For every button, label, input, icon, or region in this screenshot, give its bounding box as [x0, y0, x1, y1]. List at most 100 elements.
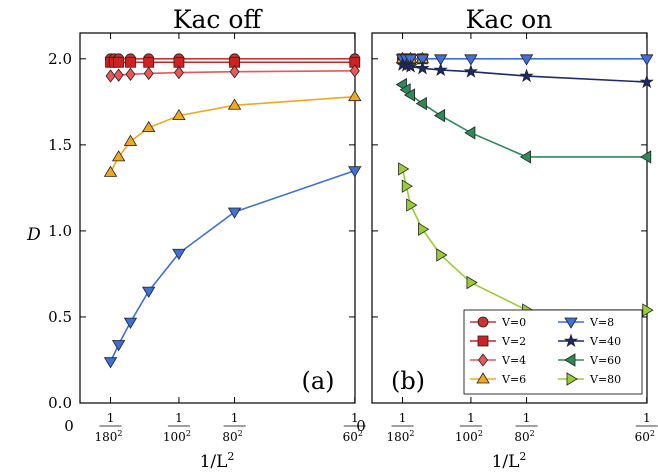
- panel-a-data-point: [111, 150, 126, 162]
- panel-a-x-tick-denominator: 1802: [95, 429, 123, 444]
- panel-a-x-tick-numerator: 1: [107, 411, 115, 425]
- legend-label: V=2: [501, 335, 526, 348]
- panel-b-data-point: [406, 198, 418, 212]
- panel-a-data-point: [113, 56, 125, 68]
- panel-a-data-point: [125, 67, 136, 81]
- panel-b-data-point: [401, 179, 414, 193]
- panel-a-series-line: [109, 169, 356, 363]
- panel-b-x-tick-numerator: 1: [467, 411, 475, 425]
- legend-label: V=80: [589, 373, 621, 386]
- panel-a-x-tick-label: 1 1802: [95, 411, 123, 444]
- legend-marker: [564, 317, 578, 329]
- panel-b-series: [395, 54, 654, 66]
- panel-a-x-tick-denominator: 802: [222, 429, 242, 444]
- panel-a-series: [105, 64, 360, 83]
- panel-a-x-tick-label: 1 1002: [163, 411, 191, 444]
- panel-a-data-point: [227, 207, 242, 219]
- y-tick-label: 1.5: [48, 136, 72, 154]
- panel-a-title: Kac off: [173, 5, 264, 34]
- panel-b-x-tick-denominator: 602: [635, 429, 655, 444]
- y-tick-label: 0.5: [48, 308, 72, 326]
- panel-a-series: [105, 56, 361, 68]
- y-axis-label: D: [26, 225, 41, 245]
- y-tick-label: 2.0: [48, 50, 72, 68]
- panel-b-data-point: [433, 62, 448, 77]
- legend-item: V=60: [558, 353, 621, 367]
- legend-marker: [477, 316, 489, 328]
- panel-a-data-point: [111, 340, 126, 352]
- panel-b-series: [395, 57, 654, 89]
- panel-a-data-point: [349, 64, 360, 78]
- panel-a-data-point: [173, 65, 184, 80]
- legend-item: V=4: [470, 353, 526, 367]
- panel-a-plot: [80, 33, 362, 404]
- panel-a-data-point: [113, 68, 124, 82]
- panel-b-data-point: [418, 222, 430, 236]
- panel-b-x-tick-numerator: 1: [399, 411, 407, 425]
- legend-item: V=80: [558, 372, 621, 386]
- legend-item: V=0: [470, 316, 526, 329]
- panel-a-x-tick-numerator: 1: [351, 411, 359, 425]
- panel-b-data-point: [398, 162, 410, 176]
- legend-label: V=60: [589, 354, 621, 367]
- panel-b-title: Kac on: [466, 5, 553, 34]
- panel-b-x-tick-numerator: 1: [643, 411, 651, 425]
- panel-b-label: (b): [391, 367, 425, 395]
- panel-a-data-point: [125, 56, 136, 68]
- legend-marker: [564, 353, 576, 367]
- panel-a-data-point: [141, 120, 156, 133]
- panel-b-data-point: [463, 64, 479, 78]
- panel-b-data-point: [415, 60, 430, 75]
- legend-label: V=4: [501, 354, 526, 367]
- panel-b-data-point: [642, 303, 654, 317]
- panel-a-data-point: [173, 56, 185, 68]
- panel-b-data-point: [464, 54, 478, 66]
- panel-b-x-tick-denominator: 1002: [455, 429, 483, 444]
- panel-b-series-line: [401, 84, 647, 158]
- panel-b-data-point: [640, 150, 652, 164]
- panel-b-x-tick-label: 1 1802: [387, 411, 415, 444]
- panel-a-x-tick-denominator: 1002: [163, 429, 191, 444]
- legend-marker: [477, 335, 489, 347]
- panel-b-data-point: [415, 54, 430, 66]
- panel-a-x-tick-numerator: 1: [175, 411, 183, 425]
- y-tick-label: 0.0: [48, 394, 72, 412]
- panel-b-plot: [372, 33, 654, 404]
- panel-b-x-tick-label: 1802: [514, 411, 538, 444]
- panel-a-data-point: [348, 89, 362, 102]
- panel-a-data-point: [123, 317, 138, 329]
- legend-label: V=40: [589, 335, 621, 348]
- panel-a-series: [103, 89, 362, 177]
- panel-a-data-point: [141, 286, 156, 298]
- panel-a-data-point: [103, 165, 118, 177]
- legend-label: V=0: [501, 316, 526, 329]
- panel-a-x-axis-label: 1/L2: [200, 450, 235, 472]
- panel-b-data-point: [519, 54, 534, 66]
- panel-a-series: [103, 166, 362, 369]
- panel-b-series: [398, 162, 654, 317]
- panel-b-x-tick-denominator: 802: [514, 429, 534, 444]
- panel-b-data-point: [433, 54, 448, 66]
- panel-b-data-point: [639, 74, 654, 89]
- panel-a-data-point: [348, 166, 362, 178]
- panel-b-x-tick-denominator: 1802: [387, 429, 415, 444]
- panel-b-x-tick-numerator: 1: [523, 411, 531, 425]
- panel-b-data-point: [640, 54, 654, 66]
- legend-marker: [563, 333, 579, 348]
- panel-b-data-point: [466, 275, 478, 290]
- panel-a-data-point: [143, 56, 155, 68]
- legend-item: V=40: [558, 333, 621, 348]
- panel-a-data-point: [103, 357, 118, 369]
- legend-marker: [478, 353, 488, 367]
- panel-a-data-point: [172, 248, 186, 261]
- panel-a-data-point: [172, 108, 186, 120]
- panel-b-series: [395, 77, 652, 164]
- panel-a-x-tick-numerator: 1: [231, 411, 239, 425]
- legend-item: V=6: [470, 372, 526, 386]
- legend-item: V=8: [558, 316, 614, 329]
- panel-b-data-point: [464, 126, 476, 140]
- panel-b-data-point: [403, 88, 416, 102]
- panel-b-data-point: [436, 248, 448, 262]
